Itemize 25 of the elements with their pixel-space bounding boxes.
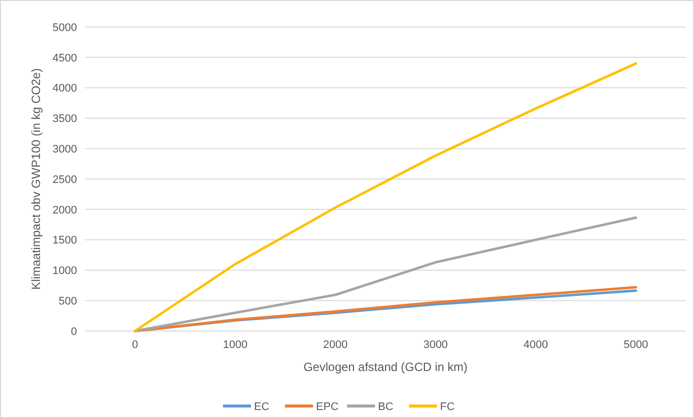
y-tick-label: 3000	[52, 143, 77, 156]
x-tick-label: 0	[132, 339, 138, 351]
legend-label: EC	[254, 400, 270, 413]
y-tick-label: 2000	[52, 204, 77, 216]
y-tick-label: 1000	[52, 265, 77, 278]
y-axis-title: Klimaatimpact obv GWP100 (in kg CO2e)	[29, 68, 43, 290]
x-tick-label: 2000	[323, 339, 348, 351]
x-tick-label: 3000	[423, 339, 448, 351]
y-tick-label: 500	[58, 295, 77, 308]
x-tick-label: 4000	[524, 339, 548, 351]
line-series	[134, 216, 638, 332]
y-tick-label: 1500	[52, 234, 77, 247]
x-axis-title: Gevlogen afstand (GCD in km)	[303, 360, 468, 374]
y-tick-label: 0	[70, 326, 77, 338]
legend-label: FC	[440, 400, 455, 413]
y-tick-label: 3500	[52, 113, 77, 126]
legend-label: BC	[378, 400, 394, 413]
y-tick-label: 4500	[52, 52, 77, 64]
y-tick-label: 5000	[52, 22, 77, 34]
y-tick-label: 2500	[52, 174, 77, 186]
x-tick-label: 5000	[624, 339, 648, 351]
line-series	[134, 62, 638, 332]
legend-label: EPC	[316, 400, 339, 413]
y-tick-label: 4000	[52, 82, 77, 95]
x-tick-label: 1000	[223, 339, 248, 351]
